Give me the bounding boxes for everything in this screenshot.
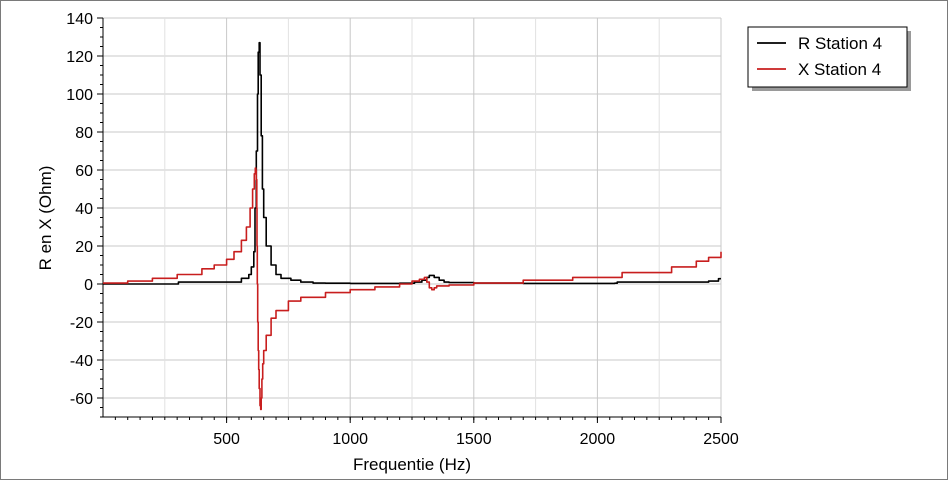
x-tick-label: 1000: [332, 431, 368, 448]
x-tick-label: 2500: [703, 431, 739, 448]
y-tick-label: 120: [66, 49, 93, 66]
series-lines: [103, 41, 722, 411]
y-tick-label: 100: [66, 87, 93, 104]
y-tick-label: -40: [70, 353, 93, 370]
x-axis-label: Frequentie (Hz): [353, 455, 471, 474]
y-axis-label: R en X (Ohm): [36, 166, 55, 271]
series-line-2: [103, 167, 722, 411]
y-tick-label: 0: [84, 277, 93, 294]
ticks: 140 120 100 80 60 40 20 0 -20 -40 -60 500 1000 1500 20…: [66, 11, 739, 448]
legend-label: R Station 4: [798, 34, 882, 53]
y-tick-label: -60: [70, 391, 93, 408]
y-tick-label: 40: [75, 201, 93, 218]
y-tick-label: 80: [75, 125, 93, 142]
y-tick-label: 140: [66, 11, 93, 28]
legend-box: [747, 26, 908, 88]
x-tick-label: 1500: [456, 431, 492, 448]
legend: R Station 4 X Station 4: [747, 26, 911, 91]
y-tick-label: 60: [75, 163, 93, 180]
grid-lines: [103, 17, 722, 417]
x-tick-label: 2000: [580, 431, 616, 448]
x-tick-label: 500: [213, 431, 240, 448]
y-tick-label: -20: [70, 315, 93, 332]
y-tick-label: 20: [75, 239, 93, 256]
legend-label: X Station 4: [798, 60, 881, 79]
